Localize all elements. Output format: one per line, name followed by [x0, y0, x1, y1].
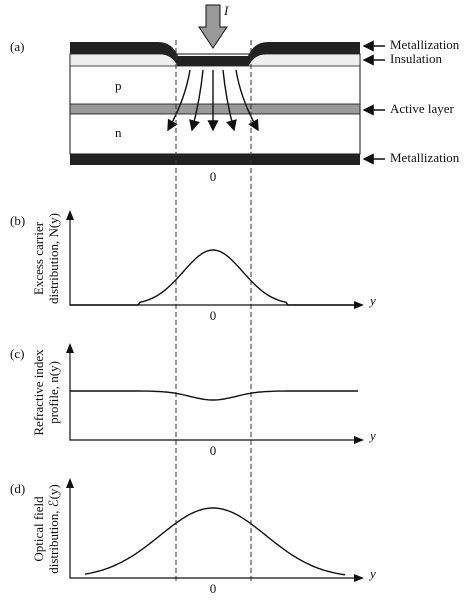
panel-label: (a) [10, 39, 24, 54]
callout: Metallization [390, 37, 460, 52]
panel-label: (c) [10, 346, 24, 361]
axes [69, 480, 362, 579]
callout: Active layer [390, 101, 455, 116]
axes [69, 212, 362, 306]
y-axis-label: Excess carrier [31, 221, 46, 295]
callout-arrows [362, 40, 385, 165]
x-axis-label: y [368, 293, 376, 308]
top-metal [70, 42, 360, 66]
current-spread [167, 69, 259, 132]
origin-label: 0 [210, 169, 217, 184]
axes [69, 345, 362, 441]
origin-label: 0 [210, 443, 217, 458]
axis-arrow [66, 478, 74, 488]
callout: Insulation [390, 51, 442, 66]
y-axis-label: profile, n(y) [46, 361, 61, 424]
profile-curve [70, 249, 358, 306]
axis-arrow [66, 343, 74, 353]
callout: Metallization [390, 150, 460, 165]
y-axis-label: distribution, N(y) [46, 213, 61, 304]
y-axis-label: Refractive index [31, 349, 46, 436]
origin-label: 0 [210, 581, 217, 596]
n-label: n [115, 125, 122, 140]
axis-arrow [354, 436, 364, 444]
current-arrow [198, 4, 228, 49]
active-layer [69, 103, 361, 115]
bottom-metal [70, 154, 360, 165]
y-axis-label: Optical field [31, 496, 46, 562]
profile-curve [84, 507, 346, 576]
profile-curve [70, 390, 358, 401]
x-axis-label: y [368, 566, 376, 581]
panel-label: (d) [10, 481, 25, 496]
current-label: I [223, 3, 229, 18]
y-axis-label: distribution, ℰ(y) [46, 484, 61, 573]
axis-arrow [354, 574, 364, 582]
axis-arrow [354, 301, 364, 309]
axis-arrow [66, 210, 74, 220]
x-axis-label: y [368, 428, 376, 443]
origin-label: 0 [210, 308, 217, 323]
p-label: p [115, 78, 122, 93]
panel-label: (b) [10, 213, 25, 228]
